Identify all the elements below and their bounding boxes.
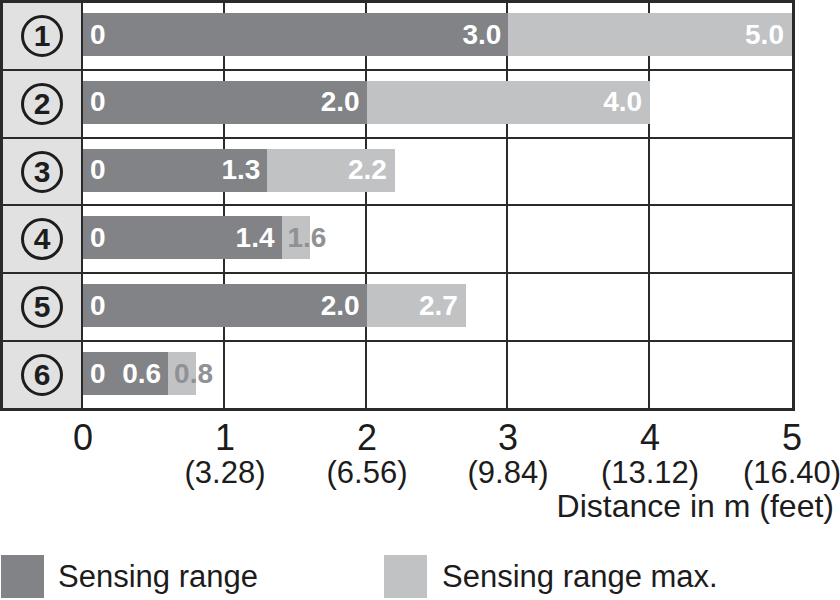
bar-zero-label: 0 xyxy=(90,358,106,390)
tick-feet: (9.84) xyxy=(428,458,588,488)
bar-zero-label: 0 xyxy=(90,19,106,51)
bar-value-label: 2.7 xyxy=(419,290,458,322)
tick-meters: 5 xyxy=(712,418,840,458)
row-label-cell: 5 xyxy=(3,274,83,340)
bar-sensing-range-max: 2.7 xyxy=(367,284,466,327)
legend-label-sensing-range: Sensing range xyxy=(58,555,258,598)
bar-zero-label: 0 xyxy=(90,290,106,322)
bar-sensing-range: 0 1.4 xyxy=(83,216,282,259)
bar-zero-label: 0 xyxy=(90,222,106,254)
bar-sensing-range-max: 5.0 xyxy=(508,13,792,56)
row-plot-area: 2.7 0 2.0 xyxy=(83,274,792,340)
bar-sensing-range: 0 1.3 xyxy=(83,149,267,192)
tick-meters: 0 xyxy=(3,418,163,458)
x-axis: 0 1 (3.28) 2 (6.56) 3 (9.84) 4 (13.12) 5… xyxy=(0,418,840,494)
bar-value-label: 5.0 xyxy=(745,19,784,51)
row-label-cell: 4 xyxy=(3,206,83,272)
chart-table: 1 5.0 0 3.0 2 4.0 xyxy=(0,0,795,411)
bar-value-label: 2.2 xyxy=(348,154,387,186)
table-row: 2 4.0 0 2.0 xyxy=(3,71,792,139)
bar-value-label: 2.0 xyxy=(321,86,360,118)
bar-value-label: 2.0 xyxy=(321,290,360,322)
circled-number-4: 4 xyxy=(21,218,63,260)
table-row: 6 0 0.6 0.8 xyxy=(3,342,792,408)
row-label-cell: 1 xyxy=(3,3,83,69)
bar-value-label: 0.6 xyxy=(122,358,161,390)
row-label-cell: 2 xyxy=(3,71,83,137)
table-row: 1 5.0 0 3.0 xyxy=(3,3,792,71)
tick-feet: (16.40) xyxy=(712,458,840,488)
table-row: 4 0 1.4 1.6 xyxy=(3,206,792,274)
row-label-cell: 6 xyxy=(3,342,83,408)
tick-feet: (6.56) xyxy=(287,458,447,488)
bar-sensing-range-max: 2.2 xyxy=(267,149,395,192)
x-axis-tick: 5 (16.40) xyxy=(712,418,840,488)
bar-sensing-range: 0 0.6 xyxy=(83,352,168,395)
row-plot-area: 2.2 0 1.3 xyxy=(83,139,792,205)
row-plot-area: 0 1.4 1.6 xyxy=(83,206,792,272)
bar-value-label: 3.0 xyxy=(462,19,501,51)
tick-feet: (3.28) xyxy=(145,458,305,488)
bar-value-label-outside: 1.6 xyxy=(288,216,327,259)
circled-number-6: 6 xyxy=(21,354,63,396)
circled-number-5: 5 xyxy=(21,286,63,328)
x-axis-tick: 1 (3.28) xyxy=(145,418,305,488)
row-label-cell: 3 xyxy=(3,139,83,205)
bar-value-label: 1.4 xyxy=(236,222,275,254)
circled-number-3: 3 xyxy=(21,151,63,193)
tick-meters: 2 xyxy=(287,418,447,458)
tick-meters: 4 xyxy=(570,418,730,458)
table-row: 3 2.2 0 1.3 xyxy=(3,139,792,207)
bar-value-label: 4.0 xyxy=(603,86,642,118)
tick-feet: (13.12) xyxy=(570,458,730,488)
tick-meters: 3 xyxy=(428,418,588,458)
x-axis-tick: 3 (9.84) xyxy=(428,418,588,488)
circled-number-1: 1 xyxy=(21,15,63,57)
x-axis-tick: 4 (13.12) xyxy=(570,418,730,488)
chart-rows: 1 5.0 0 3.0 2 4.0 xyxy=(3,3,792,408)
tick-meters: 1 xyxy=(145,418,305,458)
row-plot-area: 4.0 0 2.0 xyxy=(83,71,792,137)
bar-zero-label: 0 xyxy=(90,154,106,186)
row-plot-area: 5.0 0 3.0 xyxy=(83,3,792,69)
legend-swatch-sensing-range-max xyxy=(384,555,427,598)
x-axis-title: Distance in m (feet) xyxy=(557,488,834,525)
table-row: 5 2.7 0 2.0 xyxy=(3,274,792,342)
bar-value-label: 1.3 xyxy=(221,154,260,186)
x-axis-tick: 2 (6.56) xyxy=(287,418,447,488)
sensing-range-chart: 1 5.0 0 3.0 2 4.0 xyxy=(0,0,840,600)
bar-zero-label: 0 xyxy=(90,86,106,118)
bar-value-label-outside: 0.8 xyxy=(174,352,213,395)
bar-sensing-range: 0 2.0 xyxy=(83,81,367,124)
bar-sensing-range: 0 2.0 xyxy=(83,284,367,327)
bar-sensing-range: 0 3.0 xyxy=(83,13,508,56)
x-axis-tick: 0 xyxy=(3,418,163,458)
bar-sensing-range-max: 4.0 xyxy=(367,81,651,124)
row-plot-area: 0 0.6 0.8 xyxy=(83,342,792,408)
legend-label-sensing-range-max: Sensing range max. xyxy=(442,555,718,598)
legend: Sensing range Sensing range max. xyxy=(0,555,840,598)
circled-number-2: 2 xyxy=(21,83,63,125)
legend-swatch-sensing-range xyxy=(1,555,44,598)
